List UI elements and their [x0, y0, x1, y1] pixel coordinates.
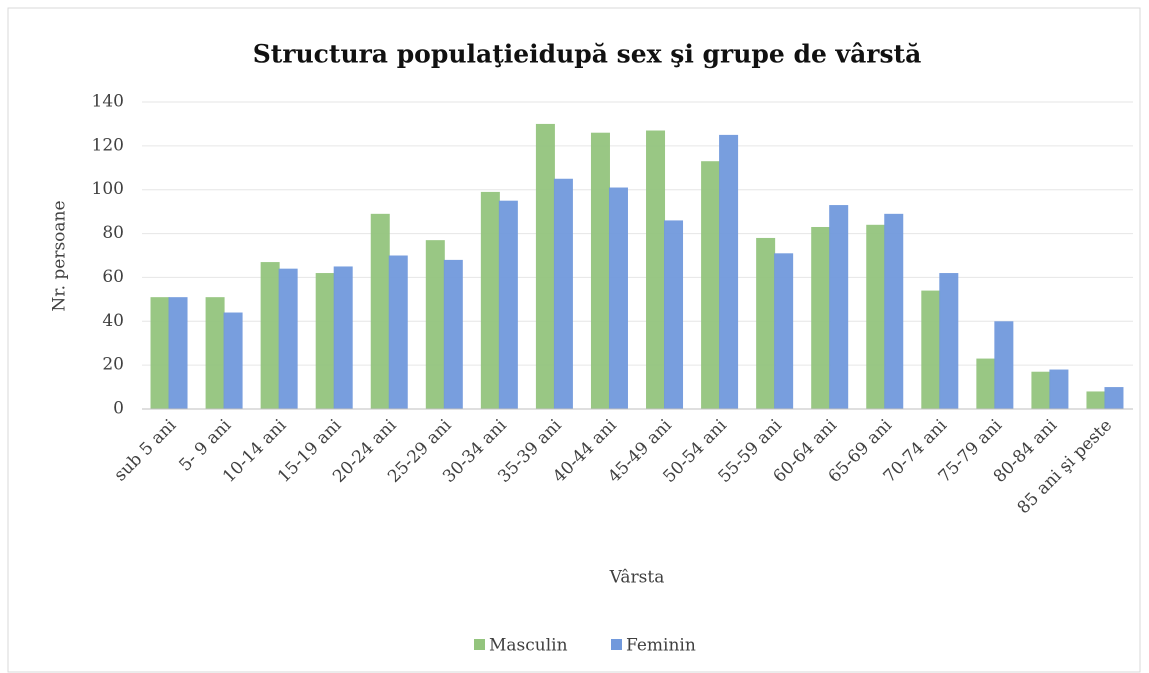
x-axis-label: Vârsta	[609, 568, 665, 588]
bar	[535, 123, 555, 409]
bar	[1049, 369, 1069, 409]
bar	[168, 297, 188, 409]
bar	[223, 312, 243, 409]
bar	[388, 255, 408, 409]
legend-swatch	[611, 639, 622, 650]
bar	[480, 191, 500, 409]
bar	[921, 290, 941, 409]
bar	[976, 358, 996, 409]
legend-label: Feminin	[626, 636, 696, 656]
bar	[260, 262, 280, 409]
bar	[425, 240, 445, 409]
bar	[719, 134, 739, 409]
bar	[553, 178, 573, 409]
bar	[205, 297, 225, 409]
bar	[1086, 391, 1106, 409]
bar	[1104, 387, 1124, 409]
y-tick-label: 0	[113, 399, 124, 419]
bar	[664, 220, 684, 409]
bar	[333, 266, 353, 409]
y-tick-label: 80	[102, 223, 124, 243]
y-tick-label: 120	[92, 135, 124, 155]
bar	[646, 130, 666, 409]
bar	[150, 297, 170, 409]
y-tick-label: 100	[92, 179, 124, 199]
bar	[829, 205, 849, 409]
bar	[370, 213, 390, 409]
bar	[939, 273, 959, 409]
bar	[278, 268, 298, 409]
y-axis-label: Nr. persoane	[50, 200, 70, 311]
bar	[590, 132, 610, 409]
legend-swatch	[474, 639, 485, 650]
bar	[866, 224, 886, 409]
chart-title: Structura populaţieidupă sex şi grupe de…	[253, 40, 922, 69]
bar	[994, 321, 1014, 409]
bar	[315, 273, 335, 409]
bar	[884, 213, 904, 409]
bar	[811, 226, 831, 409]
y-tick-label: 40	[102, 311, 124, 331]
bar	[498, 200, 518, 409]
legend-label: Masculin	[489, 636, 568, 656]
bar	[443, 259, 463, 409]
bar	[756, 237, 776, 409]
y-tick-label: 140	[92, 92, 124, 112]
y-tick-label: 60	[102, 267, 124, 287]
bar	[701, 161, 721, 409]
bar	[1031, 371, 1051, 409]
bar	[608, 187, 628, 409]
y-tick-label: 20	[102, 355, 124, 375]
bar	[774, 253, 794, 409]
